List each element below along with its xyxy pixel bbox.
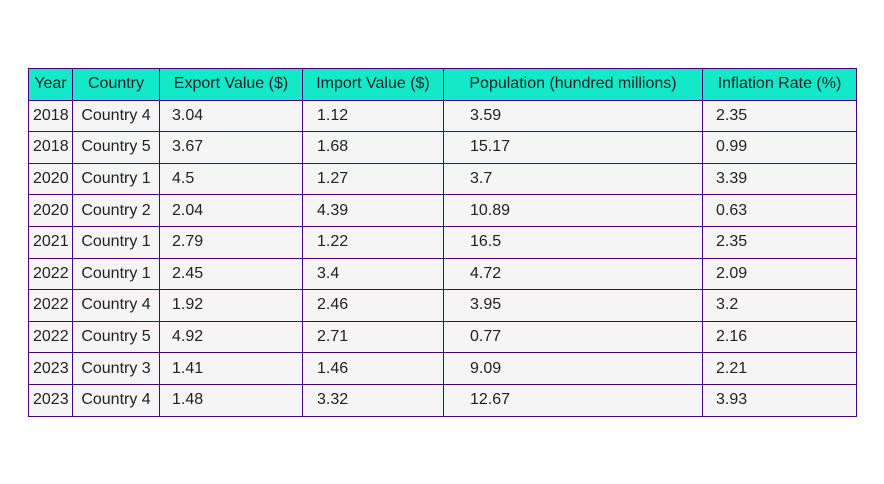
export-value-cell: 2.79 xyxy=(159,225,303,259)
column-header-country: Country xyxy=(72,68,160,101)
table-row: 2023 Country 4 1.48 3.32 12.67 3.93 xyxy=(28,383,857,417)
country-cell: Country 4 xyxy=(72,289,160,322)
year-cell: 2023 xyxy=(28,352,73,385)
country-cell: Country 5 xyxy=(72,320,160,354)
data-table: Year Country Export Value ($) Import Val… xyxy=(28,68,857,417)
import-value-cell: 3.32 xyxy=(302,383,444,417)
table-row: 2020 Country 1 4.5 1.27 3.7 3.39 xyxy=(28,162,857,196)
inflation-rate-cell: 2.09 xyxy=(702,257,857,291)
table-row: 2022 Country 5 4.92 2.71 0.77 2.16 xyxy=(28,320,857,354)
year-cell: 2021 xyxy=(28,225,73,259)
import-value-cell: 2.46 xyxy=(302,289,444,322)
inflation-rate-cell: 2.35 xyxy=(702,99,857,133)
data-table-container: Year Country Export Value ($) Import Val… xyxy=(28,68,857,417)
import-value-cell: 1.46 xyxy=(302,352,444,385)
export-value-cell: 2.45 xyxy=(159,257,303,291)
country-cell: Country 4 xyxy=(72,99,160,133)
year-cell: 2023 xyxy=(28,383,73,417)
table-body: 2018 Country 4 3.04 1.12 3.59 2.35 2018 Country… xyxy=(28,99,857,417)
country-cell: Country 2 xyxy=(72,194,160,227)
inflation-rate-cell: 2.35 xyxy=(702,225,857,259)
population-cell: 16.5 xyxy=(443,225,703,259)
export-value-cell: 4.92 xyxy=(159,320,303,354)
export-value-cell: 3.04 xyxy=(159,99,303,133)
column-header-import-value: Import Value ($) xyxy=(302,68,444,101)
population-cell: 12.67 xyxy=(443,383,703,417)
import-value-cell: 1.22 xyxy=(302,225,444,259)
table-row: 2021 Country 1 2.79 1.22 16.5 2.35 xyxy=(28,225,857,259)
population-cell: 3.95 xyxy=(443,289,703,322)
population-cell: 0.77 xyxy=(443,320,703,354)
column-header-inflation-rate: Inflation Rate (%) xyxy=(702,68,857,101)
population-cell: 4.72 xyxy=(443,257,703,291)
export-value-cell: 1.48 xyxy=(159,383,303,417)
column-header-export-value: Export Value ($) xyxy=(159,68,303,101)
country-cell: Country 1 xyxy=(72,162,160,196)
export-value-cell: 4.5 xyxy=(159,162,303,196)
inflation-rate-cell: 3.2 xyxy=(702,289,857,322)
table-row: 2022 Country 1 2.45 3.4 4.72 2.09 xyxy=(28,257,857,291)
country-cell: Country 4 xyxy=(72,383,160,417)
inflation-rate-cell: 2.21 xyxy=(702,352,857,385)
table-header-row: Year Country Export Value ($) Import Val… xyxy=(28,68,857,101)
population-cell: 3.7 xyxy=(443,162,703,196)
table-row: 2018 Country 4 3.04 1.12 3.59 2.35 xyxy=(28,99,857,133)
year-cell: 2022 xyxy=(28,289,73,322)
population-cell: 10.89 xyxy=(443,194,703,227)
year-cell: 2020 xyxy=(28,162,73,196)
year-cell: 2018 xyxy=(28,99,73,133)
export-value-cell: 1.92 xyxy=(159,289,303,322)
import-value-cell: 1.27 xyxy=(302,162,444,196)
year-cell: 2020 xyxy=(28,194,73,227)
table-row: 2020 Country 2 2.04 4.39 10.89 0.63 xyxy=(28,194,857,227)
country-cell: Country 1 xyxy=(72,225,160,259)
table-row: 2018 Country 5 3.67 1.68 15.17 0.99 xyxy=(28,131,857,164)
year-cell: 2022 xyxy=(28,257,73,291)
year-cell: 2018 xyxy=(28,131,73,164)
country-cell: Country 1 xyxy=(72,257,160,291)
population-cell: 3.59 xyxy=(443,99,703,133)
table-row: 2022 Country 4 1.92 2.46 3.95 3.2 xyxy=(28,289,857,322)
import-value-cell: 4.39 xyxy=(302,194,444,227)
column-header-population: Population (hundred millions) xyxy=(443,68,703,101)
inflation-rate-cell: 3.39 xyxy=(702,162,857,196)
column-header-year: Year xyxy=(28,68,73,101)
year-cell: 2022 xyxy=(28,320,73,354)
country-cell: Country 5 xyxy=(72,131,160,164)
population-cell: 15.17 xyxy=(443,131,703,164)
inflation-rate-cell: 0.63 xyxy=(702,194,857,227)
population-cell: 9.09 xyxy=(443,352,703,385)
import-value-cell: 1.68 xyxy=(302,131,444,164)
inflation-rate-cell: 2.16 xyxy=(702,320,857,354)
import-value-cell: 3.4 xyxy=(302,257,444,291)
export-value-cell: 3.67 xyxy=(159,131,303,164)
country-cell: Country 3 xyxy=(72,352,160,385)
export-value-cell: 1.41 xyxy=(159,352,303,385)
inflation-rate-cell: 3.93 xyxy=(702,383,857,417)
export-value-cell: 2.04 xyxy=(159,194,303,227)
table-row: 2023 Country 3 1.41 1.46 9.09 2.21 xyxy=(28,352,857,385)
inflation-rate-cell: 0.99 xyxy=(702,131,857,164)
import-value-cell: 2.71 xyxy=(302,320,444,354)
import-value-cell: 1.12 xyxy=(302,99,444,133)
